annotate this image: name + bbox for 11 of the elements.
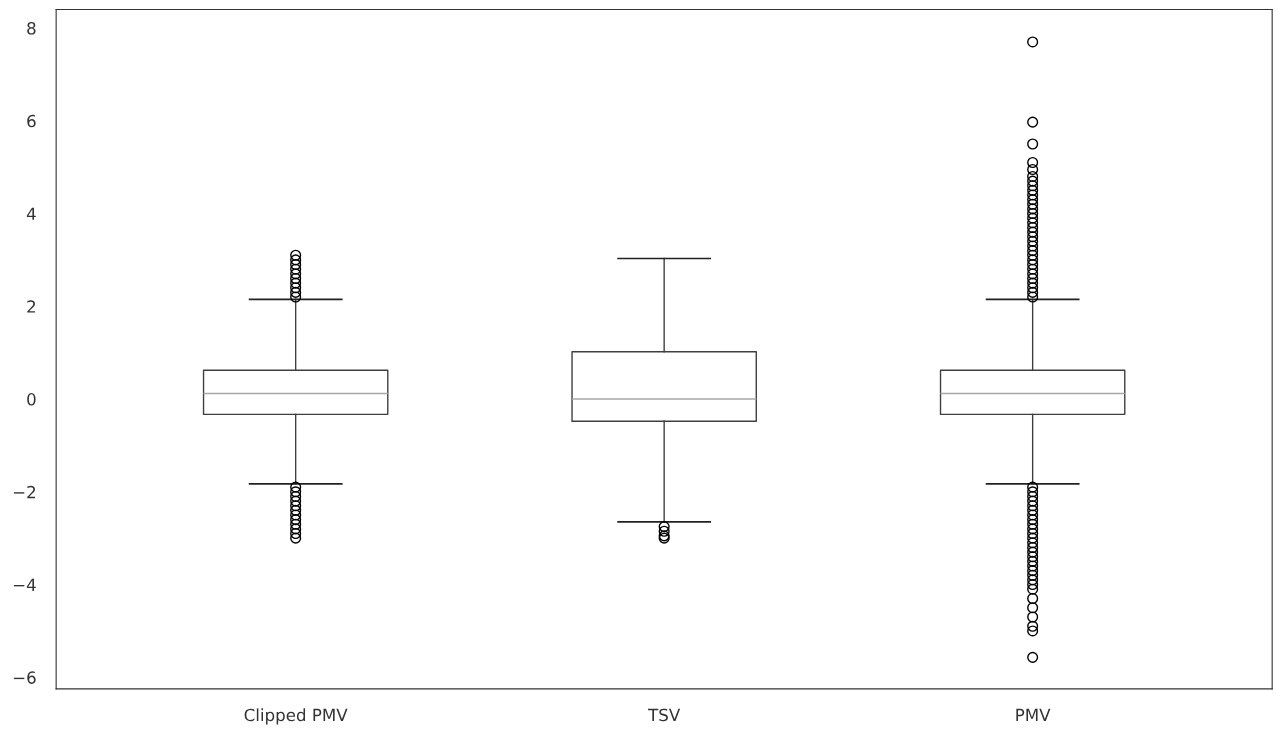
x-tick-label: PMV xyxy=(1016,708,1051,722)
y-tick-label: 4 xyxy=(26,207,36,220)
y-tick-label: −2 xyxy=(13,485,36,499)
y-tick-label: 2 xyxy=(27,300,36,313)
y-tick-label: 0 xyxy=(27,393,36,406)
y-tick-label: −4 xyxy=(13,578,36,591)
y-tick-label: 8 xyxy=(27,21,36,35)
x-tick-label: Clipped PMV xyxy=(244,708,348,725)
x-tick-label: TSV xyxy=(648,708,681,722)
y-tick-label: −6 xyxy=(13,671,36,684)
y-tick-label: 6 xyxy=(27,114,36,128)
